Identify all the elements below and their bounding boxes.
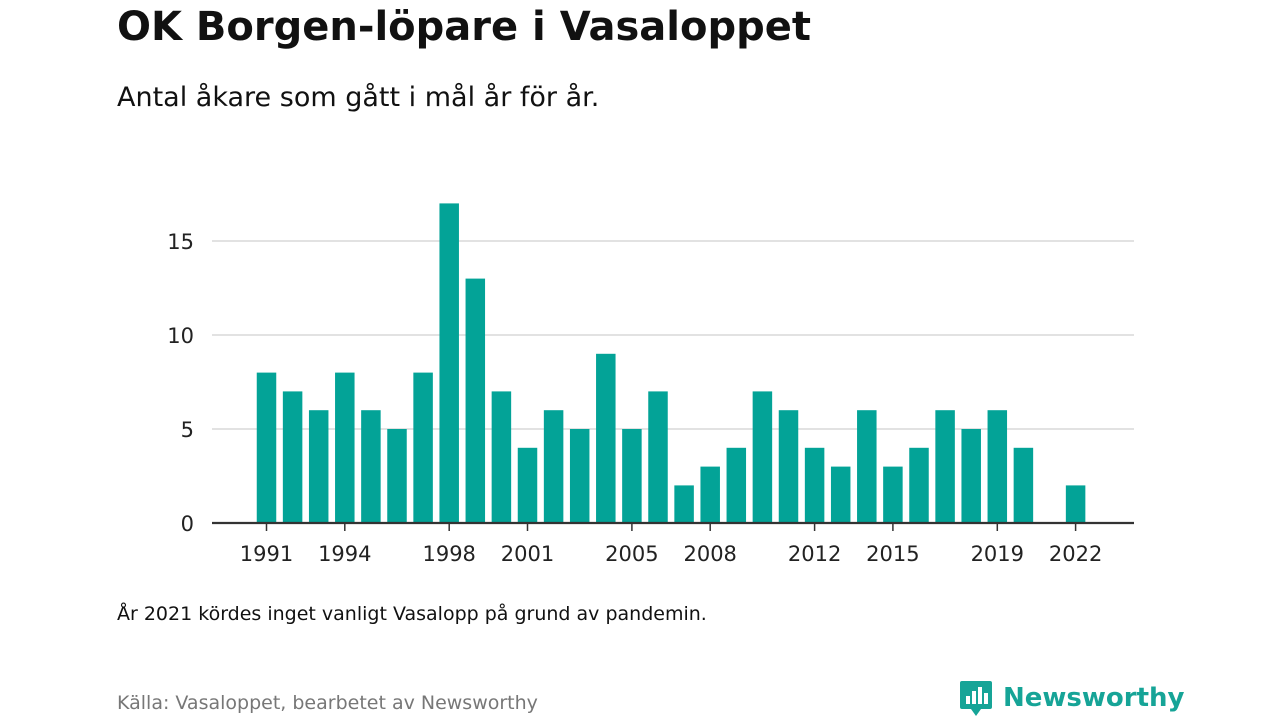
bar-2012 xyxy=(804,447,825,523)
x-tick-label: 1998 xyxy=(422,542,475,566)
bar-2003 xyxy=(569,429,590,523)
bar-2010 xyxy=(752,391,773,523)
bar-1999 xyxy=(465,278,486,523)
bar-1993 xyxy=(308,410,329,523)
x-tick-label: 1994 xyxy=(318,542,371,566)
bar-1994 xyxy=(335,372,355,523)
bar-2005 xyxy=(622,429,642,523)
chart-title: OK Borgen-löpare i Vasaloppet xyxy=(117,4,811,50)
bar-1991 xyxy=(256,372,277,523)
newsworthy-brand: Newsworthy xyxy=(959,680,1184,716)
y-tick-label: 5 xyxy=(181,418,194,442)
bar-2016 xyxy=(909,447,929,523)
bar-2008 xyxy=(700,466,720,523)
chart-subtitle: Antal åkare som gått i mål år för år. xyxy=(117,82,600,113)
bar-chart: 0 5 10 15 1991 1994 1998 2001 2005 2008 2012 2015 20… xyxy=(167,203,1134,566)
x-tick-label: 2022 xyxy=(1049,542,1102,566)
bar-2022 xyxy=(1065,485,1086,523)
y-tick-label: 0 xyxy=(181,512,194,536)
y-tick-label: 10 xyxy=(167,324,194,348)
x-tick-label: 2019 xyxy=(971,542,1024,566)
x-tick-label: 1991 xyxy=(240,542,293,566)
bar-2020 xyxy=(1013,447,1034,523)
newsworthy-logo-icon xyxy=(960,681,992,716)
bar-2014 xyxy=(857,410,877,523)
x-tick-label: 2015 xyxy=(866,542,919,566)
bar-2011 xyxy=(778,410,799,523)
bar-1997 xyxy=(413,372,433,523)
bar-2015 xyxy=(883,466,903,523)
y-tick-label: 15 xyxy=(167,230,194,254)
bar-2002 xyxy=(543,410,564,523)
bar-2006 xyxy=(648,391,668,523)
chart-note: År 2021 kördes inget vanligt Vasalopp på… xyxy=(117,603,707,625)
bar-2009 xyxy=(726,447,747,523)
bar-2018 xyxy=(961,429,981,523)
bar-2013 xyxy=(830,466,851,523)
bar-1996 xyxy=(387,429,407,523)
bar-2007 xyxy=(674,485,694,523)
bar-2017 xyxy=(935,410,955,523)
bar-1995 xyxy=(361,410,381,523)
bar-1998 xyxy=(439,203,459,523)
bar-2019 xyxy=(987,410,1008,523)
x-tick-label: 2008 xyxy=(683,542,736,566)
x-tick-label: 2012 xyxy=(788,542,841,566)
bar-2004 xyxy=(596,353,616,523)
brand-name: Newsworthy xyxy=(1003,683,1185,713)
bar-1992 xyxy=(282,391,303,523)
source-text: Källa: Vasaloppet, bearbetet av Newswort… xyxy=(117,692,538,714)
bar-2000 xyxy=(491,391,512,523)
bar-2001 xyxy=(517,447,538,523)
x-tick-label: 2001 xyxy=(501,542,554,566)
x-tick-label: 2005 xyxy=(605,542,658,566)
